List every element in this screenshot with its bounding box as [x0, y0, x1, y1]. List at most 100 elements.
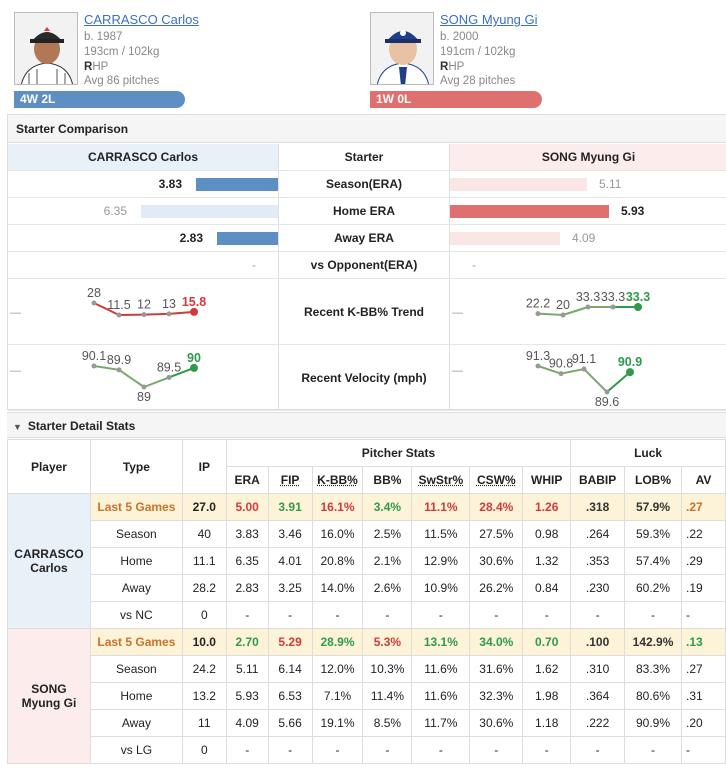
record-bar: 4W 2L — [14, 91, 185, 108]
stat-cell: 11.1% — [412, 494, 470, 521]
stat-col-label: ERA — [235, 473, 260, 487]
stat-col-header: K-BB% — [312, 467, 363, 494]
stat-col-header: CSW% — [470, 467, 523, 494]
data-label: 91.1 — [572, 352, 596, 366]
data-point — [536, 311, 541, 316]
comparison-header-row: CARRASCO Carlos Starter SONG Myung Gi — [8, 144, 726, 171]
kbb-trend-label: Recent K-BB% Trend — [278, 279, 450, 344]
stat-cell: - — [523, 737, 571, 764]
row-ip: 0 — [182, 602, 226, 629]
stat-cell: .19 — [681, 575, 725, 602]
stat-cell: 30.6% — [470, 710, 523, 737]
col-player: Player — [8, 440, 91, 494]
player-name-link[interactable]: CARRASCO Carlos — [84, 12, 199, 27]
stat-cell: 11.5% — [412, 521, 470, 548]
stat-col-header: BB% — [363, 467, 412, 494]
stat-cell: - — [523, 602, 571, 629]
player-avg-pitches: Avg 28 pitches — [440, 75, 515, 87]
data-label: 90.1 — [82, 349, 106, 363]
table-row: Away 28.2 2.83 3.25 14.0% 2.6% 10.9% 26.2% 0.84.… — [8, 575, 726, 602]
panel-title: Starter Comparison — [8, 115, 726, 143]
comparison-bar-left — [196, 178, 278, 191]
stat-cell: 2.1% — [363, 548, 412, 575]
stat-cell: 16.1% — [312, 494, 363, 521]
comparison-bar-left — [141, 205, 278, 218]
data-point — [559, 371, 564, 376]
comparison-left: - — [8, 252, 278, 278]
row-type: Season — [90, 521, 182, 548]
header-left-player: CARRASCO Carlos — [8, 144, 278, 170]
comparison-value-right: - — [472, 252, 476, 278]
stat-cell: 0.84 — [523, 575, 571, 602]
series-line-segment — [584, 369, 607, 392]
stat-col-label: BB% — [373, 473, 401, 487]
stat-cell: - — [571, 737, 625, 764]
stat-cell: 10.9% — [412, 575, 470, 602]
velo-chart-right: — 91.3 90.8 91.1 89.6 90.9 — [450, 345, 726, 410]
header-starter: Starter — [278, 144, 450, 170]
row-type: Away — [90, 710, 182, 737]
stat-cell: 80.6% — [625, 683, 682, 710]
data-point — [117, 367, 122, 372]
stat-cell: 32.3% — [470, 683, 523, 710]
stat-cell: 13.1% — [412, 629, 470, 656]
data-label: 28 — [87, 286, 101, 300]
player-name-cell: SONG Myung Gi — [8, 629, 91, 764]
stat-cell: .13 — [681, 629, 725, 656]
stat-cell: 4.09 — [226, 710, 268, 737]
detail-title: Starter Detail Stats — [28, 419, 135, 433]
stat-cell: - — [412, 737, 470, 764]
stat-cell: 4.01 — [268, 548, 312, 575]
data-point — [190, 364, 198, 372]
data-label: 33.3 — [626, 290, 650, 304]
comparison-label: Home ERA — [278, 198, 450, 224]
stat-cell: 12.0% — [312, 656, 363, 683]
data-label: 90.8 — [549, 357, 573, 371]
stat-cell: 11.7% — [412, 710, 470, 737]
comparison-right: - — [450, 252, 726, 278]
stat-cell: 5.93 — [226, 683, 268, 710]
col-ip: IP — [182, 440, 226, 494]
stat-cell: 14.0% — [312, 575, 363, 602]
stat-cell: 11.6% — [412, 656, 470, 683]
table-row: vs LG 0- - - - - - - - - - — [8, 737, 726, 764]
data-point — [626, 368, 634, 376]
data-label: 33.3 — [576, 290, 600, 304]
data-point — [586, 305, 591, 310]
stat-col-header: SwStr% — [412, 467, 470, 494]
comparison-row: 2.83 Away ERA 4.09 — [8, 225, 726, 252]
stat-col-header: FIP — [268, 467, 312, 494]
comparison-row: - vs Opponent(ERA) - — [8, 252, 726, 279]
table-row: Season 24.2 5.11 6.14 12.0% 10.3% 11.6% 31.6% 1.… — [8, 656, 726, 683]
stat-cell: .29 — [681, 548, 725, 575]
data-label: 90.9 — [618, 355, 642, 369]
starter-detail-table: Player Type IP Pitcher Stats Luck ERA FIP… — [7, 439, 726, 764]
row-type: Season — [90, 656, 182, 683]
stat-cell: 5.29 — [268, 629, 312, 656]
comparison-bar-right — [450, 205, 609, 218]
stat-cell: - — [625, 737, 682, 764]
row-type: Home — [90, 683, 182, 710]
stat-cell: 5.66 — [268, 710, 312, 737]
comparison-left: 3.83 — [8, 171, 278, 197]
stat-cell: - — [625, 602, 682, 629]
comparison-label: Season(ERA) — [278, 171, 450, 197]
stat-col-header: ERA — [226, 467, 268, 494]
stat-cell: - — [226, 602, 268, 629]
triangle-down-icon: ▼ — [13, 414, 22, 440]
comparison-bar-left — [217, 232, 278, 245]
player-name-link[interactable]: SONG Myung Gi — [440, 12, 538, 27]
series-line-segment — [607, 372, 630, 392]
data-label: 13 — [162, 297, 176, 311]
velocity-label: Recent Velocity (mph) — [278, 345, 450, 410]
data-point — [142, 312, 147, 317]
stat-cell: 16.0% — [312, 521, 363, 548]
player-name-line: SONG — [8, 682, 90, 696]
stat-cell: - — [363, 602, 412, 629]
player-name-line: Carlos — [8, 561, 90, 575]
stat-cell: 6.14 — [268, 656, 312, 683]
velocity-line-chart-song: 91.390.891.1 89.6 90.9 — [450, 345, 726, 411]
detail-stats-toggle[interactable]: ▼ Starter Detail Stats — [7, 412, 726, 438]
stat-cell: 3.83 — [226, 521, 268, 548]
data-label: 33.3 — [601, 290, 625, 304]
